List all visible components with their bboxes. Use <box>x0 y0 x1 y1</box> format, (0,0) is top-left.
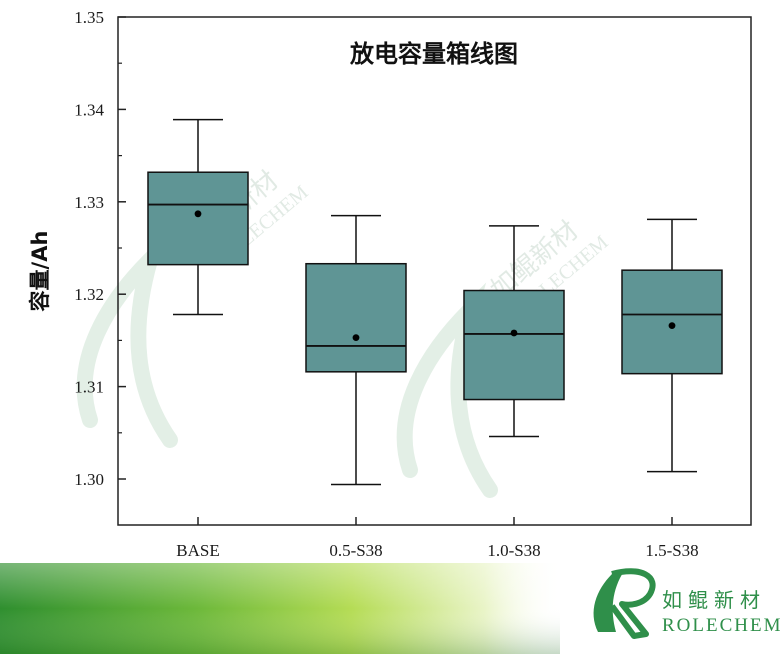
box-1.5-S38 <box>621 218 723 473</box>
y-tick-label: 1.31 <box>74 378 104 397</box>
y-tick-label: 1.30 <box>74 470 104 489</box>
x-tick-label: 1.5-S38 <box>645 541 698 560</box>
box-1.0-S38 <box>463 225 565 438</box>
x-tick-label: 1.0-S38 <box>487 541 540 560</box>
y-axis: 1.30 1.31 1.32 1.33 1.34 1.35 <box>74 8 126 489</box>
y-tick-label: 1.35 <box>74 8 104 27</box>
box-0.5-S38 <box>305 214 407 486</box>
y-tick-label: 1.32 <box>74 285 104 304</box>
box-body <box>305 262 407 373</box>
brand-logo: 如鲲新材 ROLECHEM <box>593 568 781 639</box>
brand-name-en: ROLECHEM <box>662 615 781 636</box>
y-tick-label: 1.34 <box>74 100 104 119</box>
x-tick-label: BASE <box>176 541 219 560</box>
boxes <box>147 118 723 486</box>
mean-point <box>352 334 360 342</box>
mean-point <box>194 210 202 218</box>
plot-frame <box>117 16 752 526</box>
brand-logo-mark <box>593 571 624 632</box>
mean-point <box>668 322 676 330</box>
box-body <box>621 269 723 375</box>
footer-band-shade <box>0 563 560 654</box>
brand-name-cn: 如鲲新材 <box>662 588 766 612</box>
box-body <box>463 289 565 401</box>
box-body <box>147 171 249 266</box>
y-axis-title: 容量/Ah <box>28 231 52 312</box>
brand-logo-mark-r <box>609 568 656 639</box>
x-tick-label: 0.5-S38 <box>329 541 382 560</box>
x-axis: BASE 0.5-S38 1.0-S38 1.5-S38 <box>176 517 699 560</box>
mean-point <box>510 329 518 337</box>
y-tick-label: 1.33 <box>74 193 104 212</box>
box-BASE <box>147 118 249 316</box>
chart-title: 放电容量箱线图 <box>349 40 518 68</box>
